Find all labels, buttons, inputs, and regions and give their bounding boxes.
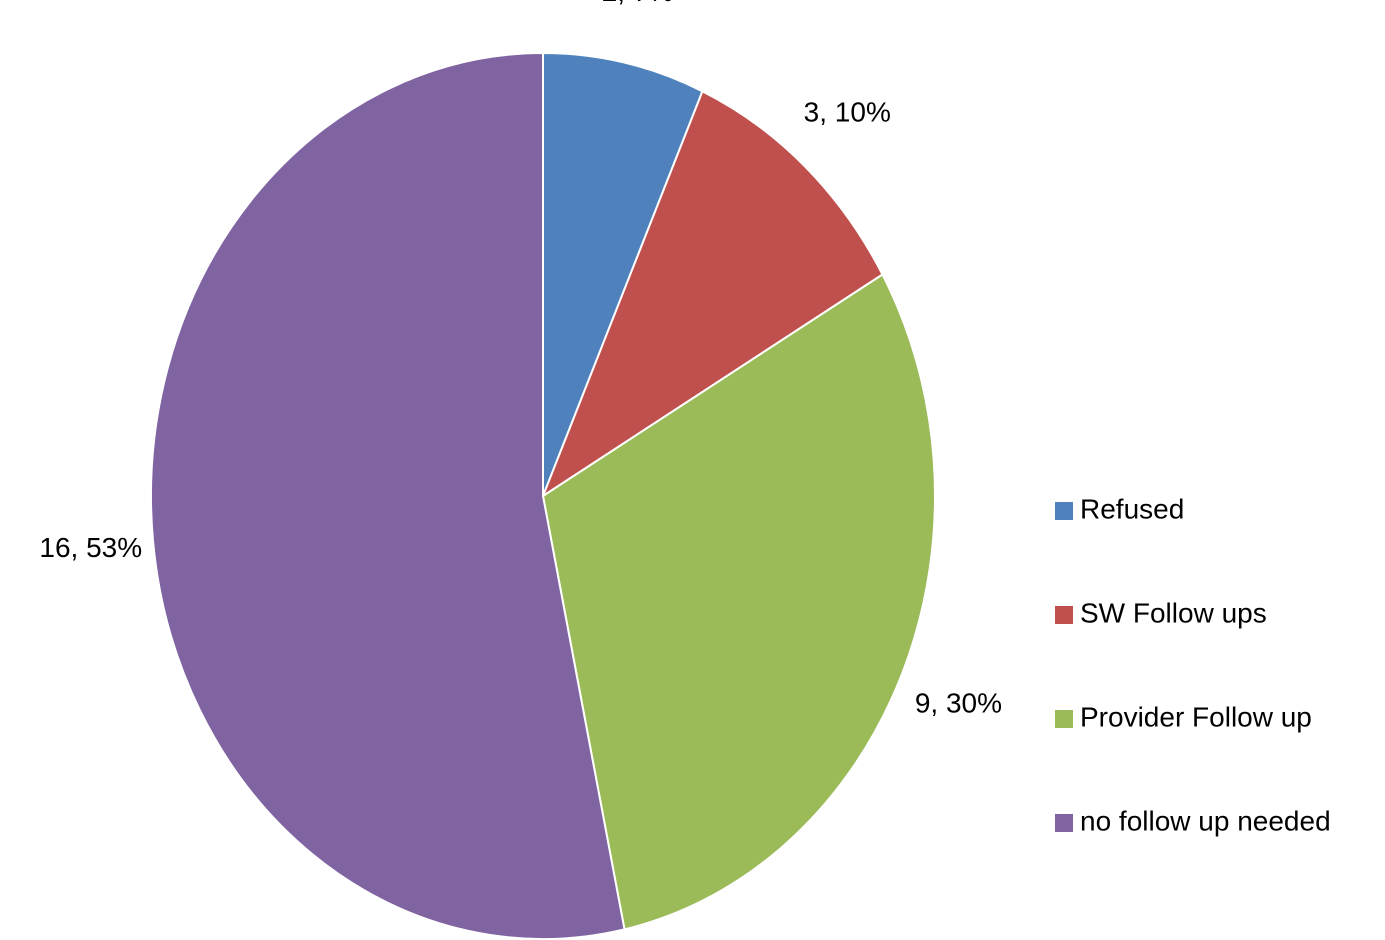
data-label: 9, 30% [915, 687, 1002, 718]
legend-label: Provider Follow up [1080, 701, 1312, 732]
legend-label: Refused [1080, 493, 1184, 524]
legend-swatch [1055, 814, 1073, 832]
legend-label: SW Follow ups [1080, 597, 1267, 628]
data-label: 3, 10% [804, 97, 891, 128]
legend-swatch [1055, 606, 1073, 624]
data-label: 2, 7% [602, 0, 674, 7]
pie-slice [150, 51, 626, 940]
pie-slice [542, 51, 704, 497]
legend-label: no follow up needed [1080, 805, 1331, 836]
legend-swatch [1055, 710, 1073, 728]
pie-slice [540, 89, 884, 499]
pie-slice [541, 273, 936, 931]
legend-swatch [1055, 502, 1073, 520]
data-label: 16, 53% [39, 532, 142, 563]
